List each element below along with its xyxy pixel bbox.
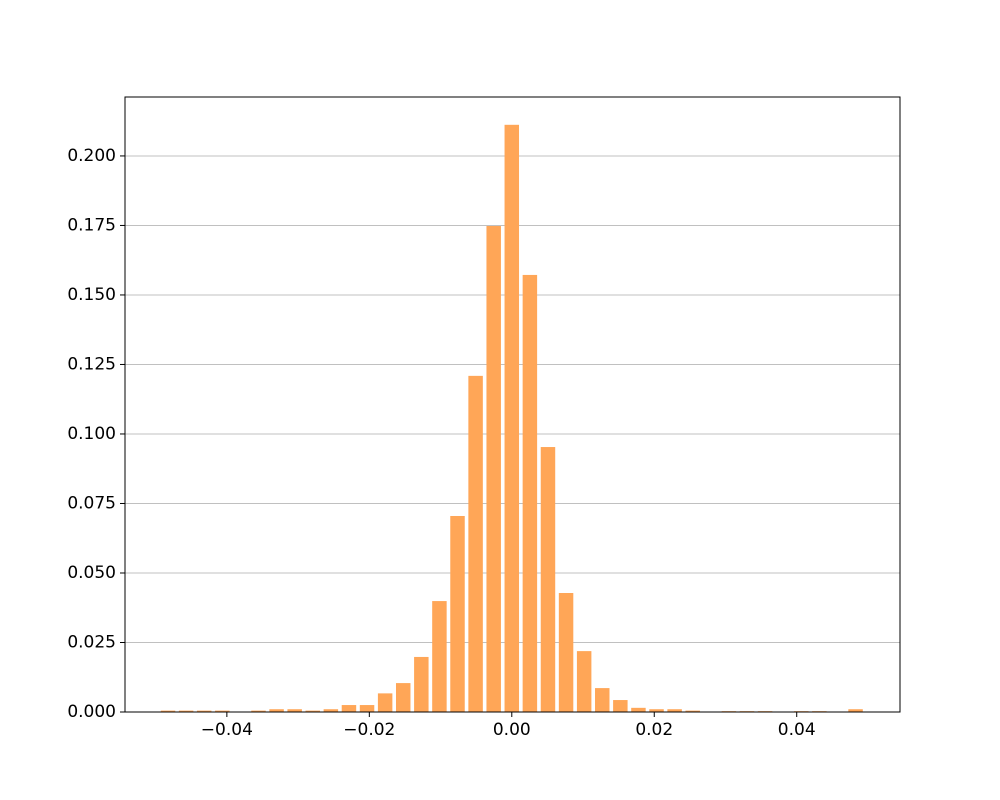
bar [540,447,556,712]
bar [160,710,176,712]
x-tick-label: −0.02 [343,720,395,740]
bar [450,515,465,712]
bar [848,709,863,712]
bar [667,709,682,712]
bar [631,707,646,712]
x-tick-label: 0.04 [778,720,816,740]
bar [305,710,321,712]
bar [649,709,664,712]
y-tick-label: 0.150 [67,285,116,305]
bar [215,710,230,712]
x-tick-label: 0.00 [493,720,531,740]
y-tick-label: 0.050 [67,563,116,583]
y-tick-label: 0.000 [67,702,116,722]
y-tick-label: 0.025 [67,632,116,652]
x-tick-label: 0.02 [635,720,673,740]
bar [595,688,610,712]
bar [377,693,393,712]
axes-frame [124,96,901,713]
bar [486,226,501,712]
bar [341,705,357,712]
bar [178,710,194,712]
bar [432,601,447,712]
bar [522,274,538,712]
bar [468,375,483,712]
bar [613,700,628,712]
bar [576,651,592,712]
bar [323,709,339,712]
bar [287,709,302,712]
y-tick-label: 0.075 [67,493,116,513]
bar [558,593,574,712]
y-tick-label: 0.100 [67,424,116,444]
bar [685,710,700,712]
y-tick-label: 0.175 [67,215,116,235]
bar [414,656,429,712]
bar [196,710,212,712]
bar [395,683,411,712]
bar [251,710,266,712]
x-tick-label: −0.04 [201,720,253,740]
bar [504,124,520,712]
y-tick-label: 0.125 [67,354,116,374]
bar [269,709,284,712]
y-tick-label: 0.200 [67,146,116,166]
bar [359,705,375,712]
